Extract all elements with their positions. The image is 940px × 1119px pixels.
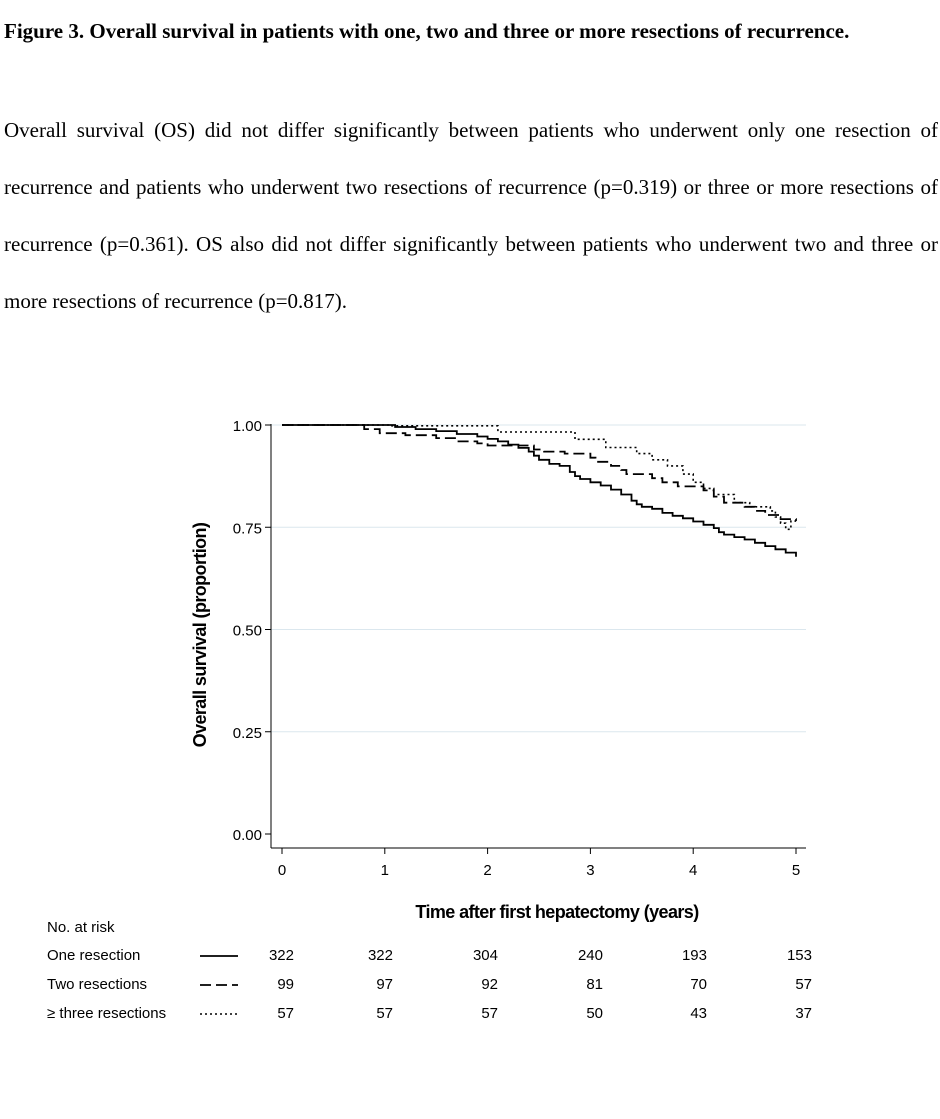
x-axis-label: Time after first hepatectomy (years) [415,902,699,922]
series-line-1 [282,424,797,557]
x-tick-label: 3 [586,862,594,879]
series-line-3 [282,424,796,531]
y-tick-label: 0.50 [233,623,262,640]
figure-caption-title: Figure 3. Overall survival in patients w… [4,19,850,43]
y-tick-label: 1.00 [233,418,262,435]
x-tick-label: 4 [689,862,697,879]
x-tick-label: 2 [483,862,491,879]
x-tick-label: 0 [278,862,286,879]
figure-caption-body: Overall survival (OS) did not differ sig… [4,118,938,313]
y-tick-label: 0.75 [233,520,262,537]
x-tick-label: 5 [792,862,800,879]
y-axis-label: Overall survival (proportion) [190,522,210,747]
y-tick-label: 0.00 [233,827,262,844]
y-tick-label: 0.25 [233,725,262,742]
x-tick-label: 1 [381,862,389,879]
